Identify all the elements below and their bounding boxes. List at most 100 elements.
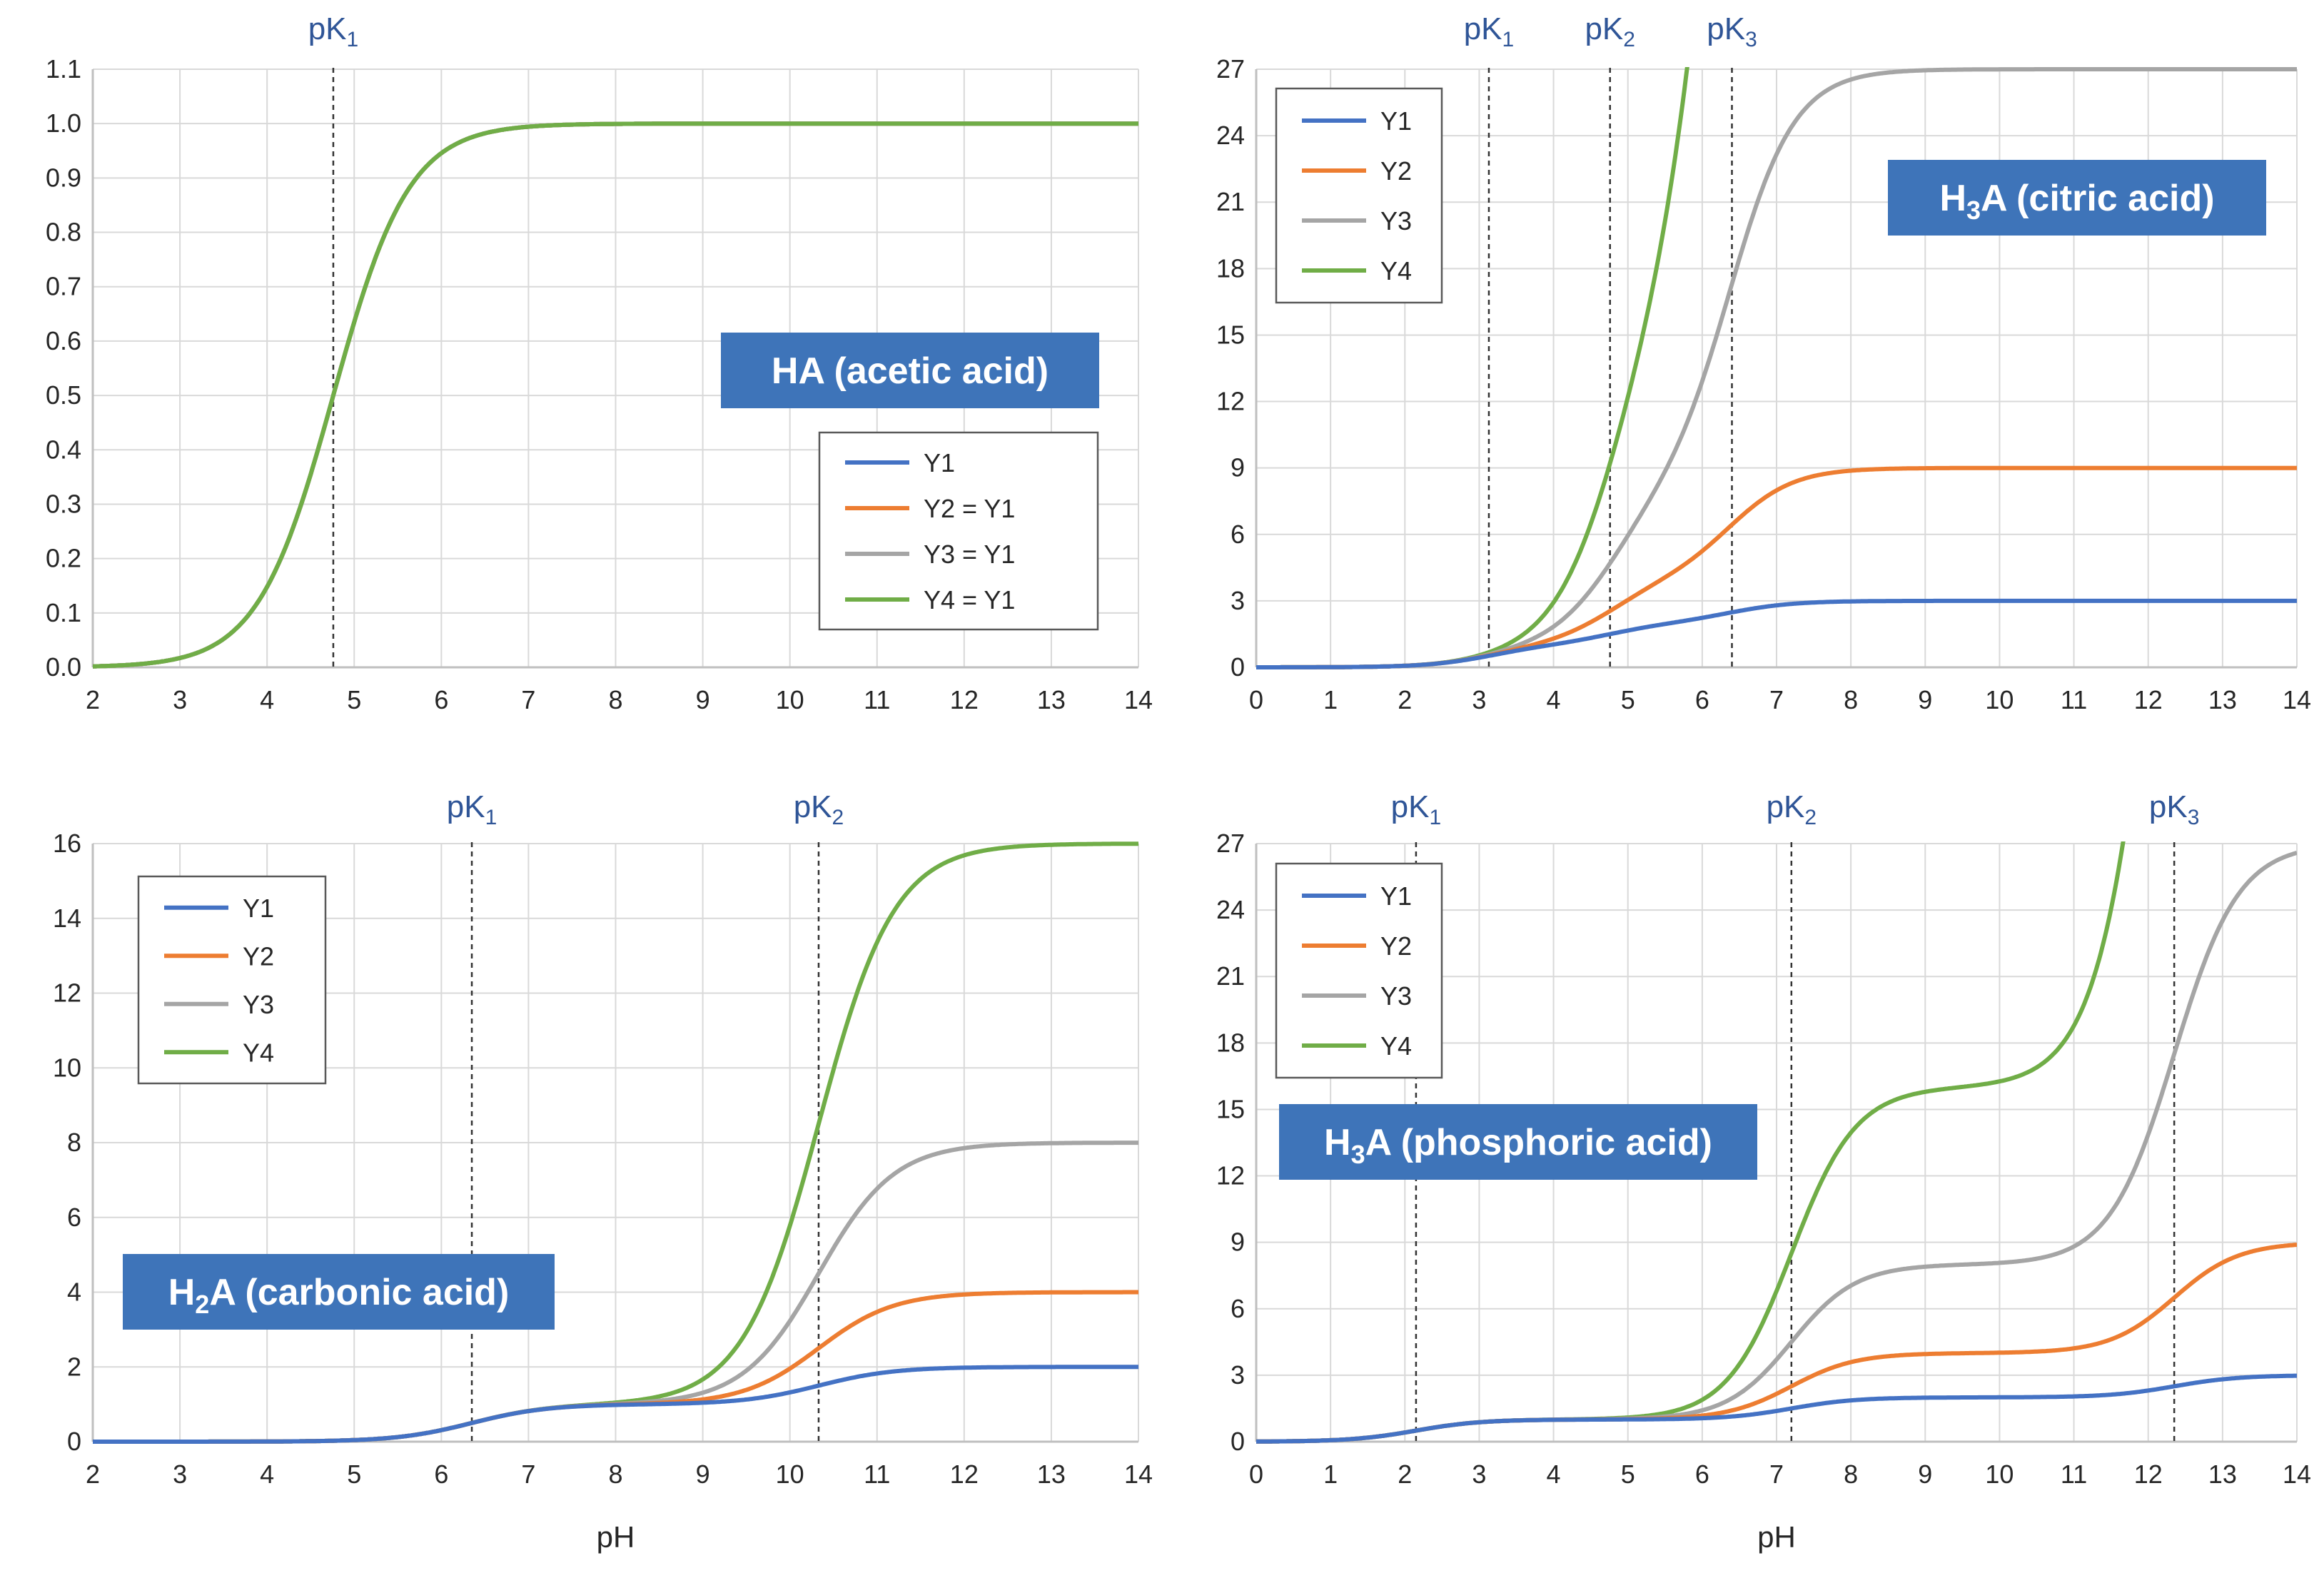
legend-label: Y2: [243, 941, 274, 971]
y-tick-label: 27: [1216, 829, 1245, 858]
y-tick-label: 0.2: [46, 544, 81, 573]
y-tick-label: 0.3: [46, 489, 81, 518]
x-tick-label: 7: [521, 685, 535, 714]
x-tick-label: 7: [1769, 685, 1784, 714]
x-tick-label: 2: [86, 1460, 100, 1489]
y-tick-label: 9: [1231, 1228, 1245, 1257]
legend-label: Y2 = Y1: [924, 494, 1015, 523]
legend-label: Y4 = Y1: [924, 585, 1015, 614]
x-tick-label: 5: [1621, 685, 1635, 714]
chart-title: H3A (citric acid): [1939, 178, 2214, 225]
x-tick-label: 11: [2061, 685, 2087, 714]
x-tick-label: 10: [1985, 685, 2014, 714]
x-tick-label: 9: [1918, 685, 1932, 714]
chart-title-box: [1888, 160, 2266, 236]
pk-label: pK1: [308, 11, 359, 51]
x-tick-label: 13: [2208, 1460, 2237, 1489]
series-line-y4: [93, 121, 1138, 669]
y-tick-label: 16: [53, 829, 81, 858]
x-tick-label: 3: [173, 685, 187, 714]
series-line-y1: [93, 1365, 1138, 1444]
legend-label: Y3: [1380, 206, 1412, 236]
x-tick-label: 8: [1844, 685, 1858, 714]
y-tick-label: 9: [1231, 453, 1245, 482]
y-tick-label: 0: [1231, 1427, 1245, 1456]
y-tick-label: 24: [1216, 895, 1245, 924]
legend-box: [818, 431, 1099, 631]
x-tick-label: 12: [2134, 685, 2163, 714]
y-tick-label: 15: [1216, 1094, 1245, 1123]
x-tick-label: 14: [2283, 685, 2311, 714]
y-tick-label: 2: [67, 1352, 81, 1381]
chart-title: H3A (phosphoric acid): [1324, 1122, 1712, 1169]
y-tick-label: 12: [1216, 387, 1245, 416]
legend-box: [137, 875, 327, 1085]
legend-label: Y4: [1380, 256, 1412, 285]
legend-label: Y3: [1380, 981, 1412, 1011]
x-tick-label: 12: [2134, 1460, 2163, 1489]
x-tick-label: 8: [608, 1460, 622, 1489]
y-tick-label: 10: [53, 1053, 81, 1082]
y-tick-label: 27: [1216, 54, 1245, 84]
y-tick-label: 0.7: [46, 272, 81, 301]
x-tick-label: 11: [864, 1460, 890, 1489]
y-tick-label: 12: [1216, 1161, 1245, 1190]
legend-label: Y3 = Y1: [924, 540, 1015, 569]
x-tick-label: 7: [521, 1460, 535, 1489]
y-tick-label: 12: [53, 978, 81, 1008]
y-tick-label: 21: [1216, 187, 1245, 216]
pk-label: pK2: [794, 789, 844, 829]
x-tick-label: 3: [1472, 1460, 1486, 1489]
y-tick-label: 0.6: [46, 326, 81, 355]
x-tick-label: 9: [1918, 1460, 1932, 1489]
y-tick-label: 8: [67, 1128, 81, 1157]
pk-label: pK1: [1464, 11, 1515, 51]
y-tick-label: 6: [67, 1203, 81, 1232]
legend-label: Y1: [924, 448, 955, 477]
series-line-y1: [1256, 598, 2297, 669]
y-tick-label: 6: [1231, 1294, 1245, 1323]
x-tick-label: 10: [1985, 1460, 2014, 1489]
x-axis-label: pH: [597, 1520, 635, 1554]
y-tick-label: 0.1: [46, 598, 81, 627]
x-tick-label: 12: [950, 685, 979, 714]
x-tick-label: 6: [1695, 685, 1709, 714]
x-tick-label: 5: [1621, 1460, 1635, 1489]
x-tick-label: 10: [776, 1460, 804, 1489]
y-tick-label: 0.0: [46, 652, 81, 682]
x-tick-label: 13: [2208, 685, 2237, 714]
y-tick-label: 0.9: [46, 163, 81, 192]
legend-label: Y3: [243, 990, 274, 1019]
y-tick-label: 18: [1216, 1028, 1245, 1057]
legend-label: Y2: [1380, 931, 1412, 961]
legend-label: Y1: [1380, 881, 1412, 911]
x-tick-label: 8: [1844, 1460, 1858, 1489]
x-axis-label: pH: [1757, 1520, 1796, 1554]
legend-label: Y2: [1380, 156, 1412, 186]
y-tick-label: 4: [67, 1278, 81, 1307]
x-tick-label: 7: [1769, 1460, 1784, 1489]
chart-title: HA (acetic acid): [772, 350, 1049, 392]
x-tick-label: 14: [2283, 1460, 2311, 1489]
x-tick-label: 9: [696, 1460, 710, 1489]
y-tick-label: 1.1: [46, 54, 81, 84]
pk-label: pK1: [1391, 789, 1442, 829]
x-tick-label: 2: [86, 685, 100, 714]
chart-acetic: 0.0 0.1 0.2 0.3 0.4 0.5 0.6 0.7 0.8 0.9 1.0 1.1 2 3 4 5…: [46, 11, 1153, 714]
x-tick-label: 2: [1398, 1460, 1412, 1489]
pk-label: pK2: [1767, 789, 1817, 829]
x-tick-label: 6: [434, 1460, 448, 1489]
chart-title-box: [123, 1254, 555, 1330]
y-tick-label: 0: [67, 1427, 81, 1456]
x-tick-label: 4: [260, 1460, 274, 1489]
x-tick-label: 12: [950, 1460, 979, 1489]
x-tick-label: 6: [1695, 1460, 1709, 1489]
x-tick-label: 0: [1249, 1460, 1263, 1489]
legend-box: [1275, 862, 1443, 1079]
y-tick-label: 0.8: [46, 218, 81, 247]
y-tick-label: 0.4: [46, 435, 81, 464]
y-tick-label: 15: [1216, 320, 1245, 349]
